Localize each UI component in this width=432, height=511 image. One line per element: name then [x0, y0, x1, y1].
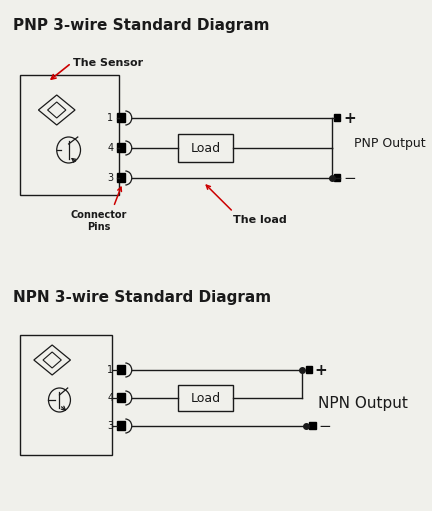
Text: NPN 3-wire Standard Diagram: NPN 3-wire Standard Diagram	[13, 290, 271, 305]
Text: Connector
Pins: Connector Pins	[70, 210, 127, 231]
Bar	[117, 173, 125, 182]
Bar	[117, 393, 125, 402]
Text: Load: Load	[191, 142, 221, 154]
Text: PNP 3-wire Standard Diagram: PNP 3-wire Standard Diagram	[13, 18, 269, 33]
Bar	[20, 75, 119, 195]
Text: +: +	[343, 110, 356, 126]
Text: 3: 3	[107, 421, 114, 431]
Bar	[117, 421, 125, 430]
Text: −: −	[343, 171, 356, 185]
Bar	[334, 114, 340, 121]
Text: The Sensor: The Sensor	[73, 58, 143, 68]
Bar	[178, 134, 233, 162]
Text: 1: 1	[107, 113, 114, 123]
Bar	[117, 365, 125, 374]
Text: 3: 3	[107, 173, 114, 183]
Bar	[178, 385, 233, 411]
Bar	[334, 174, 340, 181]
Text: PNP Output: PNP Output	[354, 136, 426, 150]
Bar	[20, 335, 111, 455]
Bar	[305, 366, 312, 373]
Text: NPN Output: NPN Output	[318, 396, 408, 410]
Text: 4: 4	[107, 393, 114, 403]
Text: +: +	[315, 362, 327, 378]
Text: The load: The load	[233, 215, 287, 225]
Text: 4: 4	[107, 143, 114, 153]
Bar	[117, 143, 125, 152]
Text: 1: 1	[107, 365, 114, 375]
Bar	[309, 422, 316, 429]
Text: Load: Load	[191, 391, 221, 405]
Text: −: −	[318, 419, 331, 433]
Bar	[117, 113, 125, 122]
